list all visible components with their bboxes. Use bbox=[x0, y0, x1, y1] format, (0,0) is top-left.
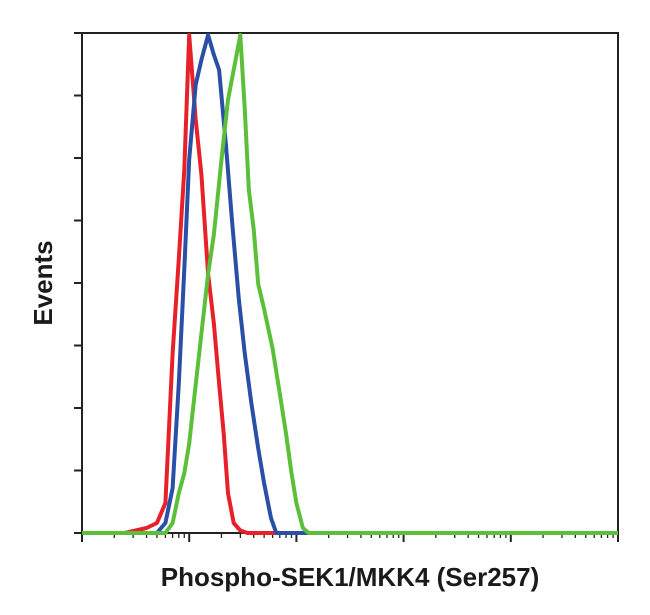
y-axis-label: Events bbox=[28, 240, 58, 325]
plot-frame bbox=[81, 32, 619, 534]
series-line-1 bbox=[82, 33, 618, 535]
y-axis-ticks bbox=[74, 32, 82, 534]
series-line-3 bbox=[82, 33, 618, 535]
series-layer bbox=[82, 33, 618, 535]
x-axis-label: Phospho-SEK1/MKK4 (Ser257) bbox=[161, 562, 540, 592]
series-line-2 bbox=[82, 33, 618, 535]
